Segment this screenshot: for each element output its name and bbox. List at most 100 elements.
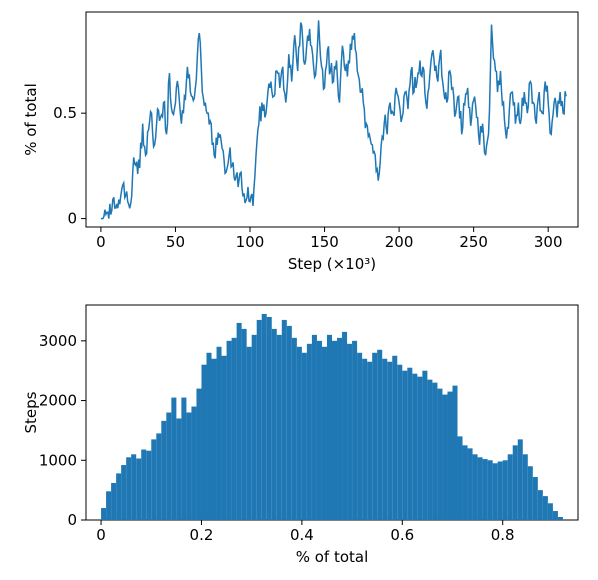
y-axis-label: Steps: [22, 391, 40, 433]
histogram-bar: [377, 350, 382, 520]
histogram-bar: [427, 380, 432, 520]
histogram-bar: [402, 371, 407, 520]
histogram-bar: [543, 496, 548, 520]
histogram-bar: [201, 365, 206, 520]
histogram-bar: [347, 344, 352, 520]
histogram-bar: [252, 335, 257, 520]
histogram-bar: [106, 491, 111, 520]
x-tick-label: 50: [166, 233, 185, 251]
histogram-bar: [503, 460, 508, 520]
histogram-bar: [362, 359, 367, 520]
histogram-bar: [458, 436, 463, 520]
histogram-bar: [518, 439, 523, 520]
histogram-bar: [171, 398, 176, 520]
histogram-bar: [337, 338, 342, 520]
x-tick-label: 0: [96, 526, 106, 544]
histogram-bar: [533, 477, 538, 520]
histogram-bar: [357, 353, 362, 520]
histogram-bar: [548, 503, 553, 520]
histogram-bar: [146, 451, 151, 520]
histogram-bar: [432, 383, 437, 520]
histogram-bar: [392, 356, 397, 520]
histogram-bar: [206, 353, 211, 520]
histogram-bar: [116, 473, 121, 520]
histogram-bar: [327, 335, 332, 520]
histogram-bar: [111, 483, 116, 520]
histogram-bar: [442, 395, 447, 520]
histogram-bar: [141, 450, 146, 520]
histogram-bar: [212, 359, 217, 520]
x-tick-label: 0: [96, 233, 106, 251]
x-axis-label: % of total: [296, 548, 369, 566]
histogram-bar: [322, 347, 327, 520]
histogram-bar: [156, 433, 161, 520]
histogram-bar: [493, 463, 498, 520]
y-tick-label: 3000: [39, 332, 77, 350]
histogram-bar: [407, 368, 412, 520]
histogram-bar: [417, 377, 422, 520]
histogram-bar: [382, 359, 387, 520]
histogram-bar: [468, 448, 473, 520]
x-axis-label: Step (×10³): [288, 255, 376, 273]
histogram-bar: [217, 347, 222, 520]
histogram-bar: [317, 341, 322, 520]
histogram-bar: [257, 320, 262, 520]
y-tick-label: 0: [67, 210, 77, 228]
histogram-bar: [342, 332, 347, 520]
histogram-bar: [553, 511, 558, 520]
histogram-bar: [302, 353, 307, 520]
y-axis-label: % of total: [22, 83, 40, 156]
histogram-bar: [247, 347, 252, 520]
x-tick-label: 300: [534, 233, 563, 251]
histogram-bar: [237, 323, 242, 520]
histogram-bar: [538, 490, 543, 520]
histogram-bars: [101, 314, 563, 520]
histogram-bar: [352, 341, 357, 520]
histogram-bar: [528, 466, 533, 520]
histogram-bar: [176, 418, 181, 520]
x-tick-label: 0.6: [390, 526, 414, 544]
histogram-bar: [478, 457, 483, 520]
x-tick-label: 200: [385, 233, 414, 251]
histogram-bar: [151, 439, 156, 520]
histogram-bar: [181, 398, 186, 520]
histogram-bar: [232, 338, 237, 520]
x-tick-label: 0.2: [190, 526, 214, 544]
histogram-bar: [292, 338, 297, 520]
y-tick-label: 0.5: [53, 104, 77, 122]
histogram-bar: [558, 517, 563, 520]
histogram-bar: [473, 454, 478, 520]
histogram-bar: [513, 445, 518, 520]
histogram-bar: [101, 508, 106, 520]
line-series: [101, 20, 566, 218]
x-tick-label: 100: [236, 233, 265, 251]
histogram-bar: [367, 362, 372, 520]
histogram-bar: [307, 344, 312, 520]
histogram-bar: [262, 314, 267, 520]
histogram-bar: [272, 329, 277, 520]
histogram-bar: [282, 320, 287, 520]
histogram-bar: [372, 353, 377, 520]
histogram-bar: [523, 454, 528, 520]
histogram-bar: [463, 445, 468, 520]
histogram-bar: [131, 454, 136, 520]
histogram-bar: [242, 329, 247, 520]
histogram-bar: [136, 458, 141, 520]
histogram-bar: [277, 335, 282, 520]
histogram-bar: [397, 365, 402, 520]
histogram-bar: [452, 386, 457, 520]
histogram-bar: [412, 374, 417, 520]
x-tick-label: 0.8: [491, 526, 515, 544]
x-tick-label: 0.4: [290, 526, 314, 544]
y-tick-label: 1000: [39, 451, 77, 469]
histogram-bar: [196, 389, 201, 520]
histogram-bar: [121, 465, 126, 520]
histogram-bar: [498, 461, 503, 520]
y-tick-label: 0: [67, 511, 77, 529]
histogram-bar: [287, 326, 292, 520]
histogram-bar: [422, 371, 427, 520]
histogram-bar: [267, 317, 272, 520]
histogram-bar: [483, 459, 488, 520]
y-tick-label: 2000: [39, 392, 77, 410]
figure: 05010015020025030000.5Step (×10³)% of to…: [0, 0, 598, 558]
